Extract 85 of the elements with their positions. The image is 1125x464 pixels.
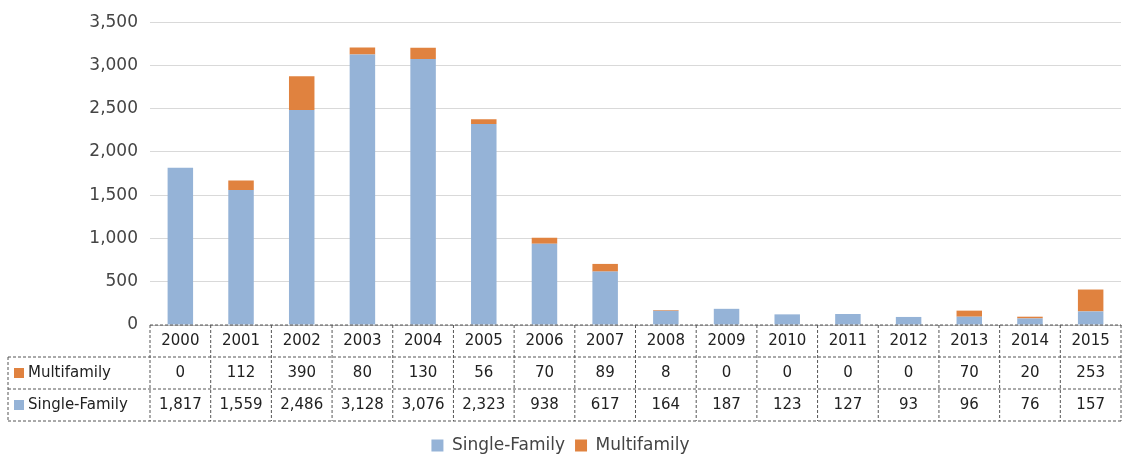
data-label: 93 (899, 394, 919, 413)
x-tick-label: 2011 (828, 330, 867, 349)
bar (835, 314, 861, 325)
bar (1077, 289, 1104, 312)
y-tick-label: 0 (127, 313, 138, 334)
y-tick-label: 500 (105, 270, 138, 291)
data-label: 80 (352, 362, 372, 381)
data-label: 70 (534, 362, 555, 381)
data-label: 3,128 (340, 394, 384, 413)
data-label: 0 (175, 362, 186, 381)
bar (895, 316, 922, 325)
x-tick-label: 2006 (525, 330, 564, 349)
bar (228, 190, 254, 325)
x-tick-label: 2013 (950, 330, 989, 349)
x-tick-label: 2007 (586, 330, 625, 349)
x-tick-label: 2012 (889, 330, 928, 349)
bar (228, 180, 254, 191)
text: Single-Family (451, 433, 566, 454)
y-tick-label: 1,000 (89, 226, 138, 247)
data-label: 2,486 (280, 394, 324, 413)
data-label: 1,817 (158, 394, 202, 413)
data-label: 2,323 (462, 394, 506, 413)
bar (653, 310, 679, 325)
data-label: 20 (1020, 362, 1040, 381)
bar (288, 109, 315, 325)
legend-label: Multifamily (595, 433, 690, 454)
y-tick-label: 2,500 (89, 97, 138, 118)
y-tick-label: 1,500 (89, 183, 138, 204)
data-label: 123 (772, 394, 802, 413)
y-tick-label: 3,000 (89, 53, 138, 74)
legend-label: Single-Family (28, 394, 128, 413)
bar (956, 316, 983, 325)
bar (592, 271, 618, 325)
y-tick-label: 2,000 (89, 140, 138, 161)
x-tick-label: 2000 (161, 330, 200, 349)
bar (410, 47, 436, 59)
bar (956, 310, 983, 317)
y-tick-label: 3,500 (89, 10, 138, 31)
data-label: 0 (721, 362, 732, 381)
bar (167, 167, 194, 325)
bar (349, 54, 376, 325)
bar (1017, 318, 1043, 325)
x-tick-label: 2002 (282, 330, 321, 349)
x-tick-label: 2001 (221, 330, 261, 349)
bar (471, 119, 497, 125)
x-tick-label: 2004 (404, 330, 443, 349)
data-label: 0 (843, 362, 853, 381)
bar (410, 58, 436, 325)
data-label: 8 (661, 362, 671, 381)
bar (531, 243, 558, 325)
x-tick-label: 2010 (768, 330, 807, 349)
data-label: 617 (590, 394, 620, 413)
text: Multifamily (28, 362, 111, 381)
bar (531, 237, 558, 244)
data-label: 0 (782, 362, 792, 381)
bar (288, 76, 315, 110)
data-label: 0 (903, 362, 914, 381)
bar (471, 124, 497, 325)
bar (592, 263, 618, 272)
x-tick-label: 2008 (646, 330, 685, 349)
data-label: 127 (833, 394, 863, 413)
data-label: 164 (651, 394, 681, 413)
bar (774, 314, 800, 325)
data-label: 56 (474, 362, 494, 381)
data-label: 96 (959, 394, 979, 413)
data-label: 112 (226, 362, 256, 381)
data-label: 70 (959, 362, 979, 381)
bar (349, 47, 376, 55)
x-tick-label: 2005 (464, 330, 503, 349)
data-label: 157 (1076, 394, 1105, 413)
data-label: 130 (408, 362, 438, 381)
x-tick-label: 2003 (343, 330, 382, 349)
data-label: 1,559 (219, 394, 263, 413)
x-tick-label: 2009 (707, 330, 746, 349)
data-label: 3,076 (401, 394, 445, 413)
data-label: 253 (1076, 362, 1105, 381)
data-label: 390 (287, 362, 317, 381)
x-tick-label: 2014 (1010, 330, 1050, 349)
bar (713, 308, 740, 325)
data-label: 938 (530, 394, 559, 413)
data-label: 76 (1020, 394, 1040, 413)
bar (1077, 311, 1104, 325)
x-tick-label: 2015 (1071, 330, 1110, 349)
data-label: 187 (712, 394, 741, 413)
data-label: 89 (595, 362, 615, 381)
